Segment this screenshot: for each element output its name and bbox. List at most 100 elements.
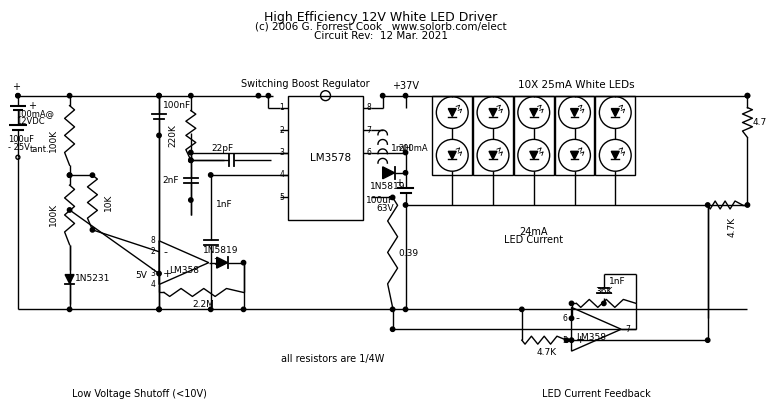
Text: 100K: 100K xyxy=(48,203,58,227)
Text: 0.39: 0.39 xyxy=(399,249,419,258)
Text: 4.7K: 4.7K xyxy=(728,217,737,237)
Text: 2nF: 2nF xyxy=(163,175,179,184)
Text: 200mA: 200mA xyxy=(399,144,428,153)
Text: 7: 7 xyxy=(367,126,372,135)
Text: 4: 4 xyxy=(150,280,155,289)
Polygon shape xyxy=(217,257,228,268)
Text: LM358: LM358 xyxy=(577,333,607,342)
Circle shape xyxy=(209,173,213,177)
Circle shape xyxy=(189,94,193,98)
Text: +37V: +37V xyxy=(392,81,419,91)
Circle shape xyxy=(91,173,94,178)
Text: 8: 8 xyxy=(367,103,371,112)
Text: 220K: 220K xyxy=(168,124,177,147)
Text: 5: 5 xyxy=(279,193,285,202)
Circle shape xyxy=(569,338,574,342)
Circle shape xyxy=(569,301,574,306)
Text: 63V: 63V xyxy=(376,204,393,213)
Circle shape xyxy=(156,94,161,98)
Text: +: + xyxy=(575,335,585,345)
Text: 1nF: 1nF xyxy=(609,277,625,286)
Circle shape xyxy=(403,171,408,175)
Text: +: + xyxy=(12,82,20,92)
Circle shape xyxy=(403,203,408,207)
Text: all resistors are 1/4W: all resistors are 1/4W xyxy=(281,354,385,364)
Text: LM3578: LM3578 xyxy=(310,153,351,163)
Circle shape xyxy=(156,272,161,276)
Text: 12VDC: 12VDC xyxy=(16,117,44,126)
Text: Switching Boost Regulator: Switching Boost Regulator xyxy=(242,79,370,89)
Text: 4.7K: 4.7K xyxy=(537,348,557,357)
Text: - 25V: - 25V xyxy=(8,143,30,152)
Text: 4.7: 4.7 xyxy=(752,118,767,127)
Circle shape xyxy=(403,94,408,98)
Text: 100K: 100K xyxy=(48,129,58,152)
Circle shape xyxy=(390,327,395,331)
Bar xyxy=(514,96,554,175)
Text: 1N5819: 1N5819 xyxy=(370,182,406,191)
Text: 100uF: 100uF xyxy=(8,135,34,144)
Polygon shape xyxy=(611,108,619,117)
Circle shape xyxy=(746,94,749,98)
Polygon shape xyxy=(383,167,394,179)
Bar xyxy=(433,96,472,175)
Text: 2: 2 xyxy=(279,126,285,135)
Text: Circuit Rev:  12 Mar. 2021: Circuit Rev: 12 Mar. 2021 xyxy=(314,31,448,41)
Text: 8: 8 xyxy=(150,236,155,245)
Text: +: + xyxy=(28,101,36,110)
Circle shape xyxy=(209,307,213,312)
Circle shape xyxy=(746,203,749,207)
Polygon shape xyxy=(571,151,578,159)
Polygon shape xyxy=(65,274,74,283)
Circle shape xyxy=(67,94,72,98)
Circle shape xyxy=(67,173,72,178)
Circle shape xyxy=(565,338,569,342)
Circle shape xyxy=(67,307,72,312)
Text: 2.2M: 2.2M xyxy=(193,301,215,310)
Text: 1: 1 xyxy=(279,103,285,112)
Text: 6: 6 xyxy=(563,314,568,323)
Text: +: + xyxy=(394,178,403,188)
Text: 22pF: 22pF xyxy=(211,144,233,153)
Circle shape xyxy=(601,301,606,306)
Text: 4: 4 xyxy=(279,171,285,180)
Bar xyxy=(473,96,513,175)
Circle shape xyxy=(67,208,72,212)
Circle shape xyxy=(156,307,161,312)
Polygon shape xyxy=(489,151,497,159)
Text: 5: 5 xyxy=(563,336,568,345)
Circle shape xyxy=(746,94,749,98)
Circle shape xyxy=(390,307,395,312)
Text: High Efficiency 12V White LED Driver: High Efficiency 12V White LED Driver xyxy=(264,11,497,24)
Circle shape xyxy=(67,173,72,178)
Circle shape xyxy=(403,307,408,312)
Circle shape xyxy=(403,151,408,155)
Text: LED Current Feedback: LED Current Feedback xyxy=(542,389,650,399)
Circle shape xyxy=(242,307,245,312)
Text: 1N5231: 1N5231 xyxy=(74,274,110,283)
Text: 2: 2 xyxy=(150,247,155,256)
Text: 1nF: 1nF xyxy=(216,200,232,209)
Text: 3: 3 xyxy=(150,269,155,278)
Text: tant.: tant. xyxy=(30,145,49,154)
Circle shape xyxy=(256,94,261,98)
Text: Low Voltage Shutoff (<10V): Low Voltage Shutoff (<10V) xyxy=(72,389,206,399)
Text: 100nF: 100nF xyxy=(163,101,191,110)
Text: 3: 3 xyxy=(279,148,285,157)
Circle shape xyxy=(380,94,385,98)
Text: LED Current: LED Current xyxy=(504,235,563,245)
Text: LM358: LM358 xyxy=(169,266,199,275)
Circle shape xyxy=(266,94,271,98)
Polygon shape xyxy=(571,108,578,117)
Text: 100uF: 100uF xyxy=(366,196,393,205)
Circle shape xyxy=(156,94,161,98)
Circle shape xyxy=(189,198,193,202)
Circle shape xyxy=(519,307,524,312)
Text: -: - xyxy=(575,313,580,323)
Text: -: - xyxy=(163,247,167,257)
Bar xyxy=(595,96,635,175)
Text: 24mA: 24mA xyxy=(519,227,548,237)
Bar xyxy=(288,96,363,220)
Text: 1mH: 1mH xyxy=(390,144,412,153)
Polygon shape xyxy=(448,108,456,117)
